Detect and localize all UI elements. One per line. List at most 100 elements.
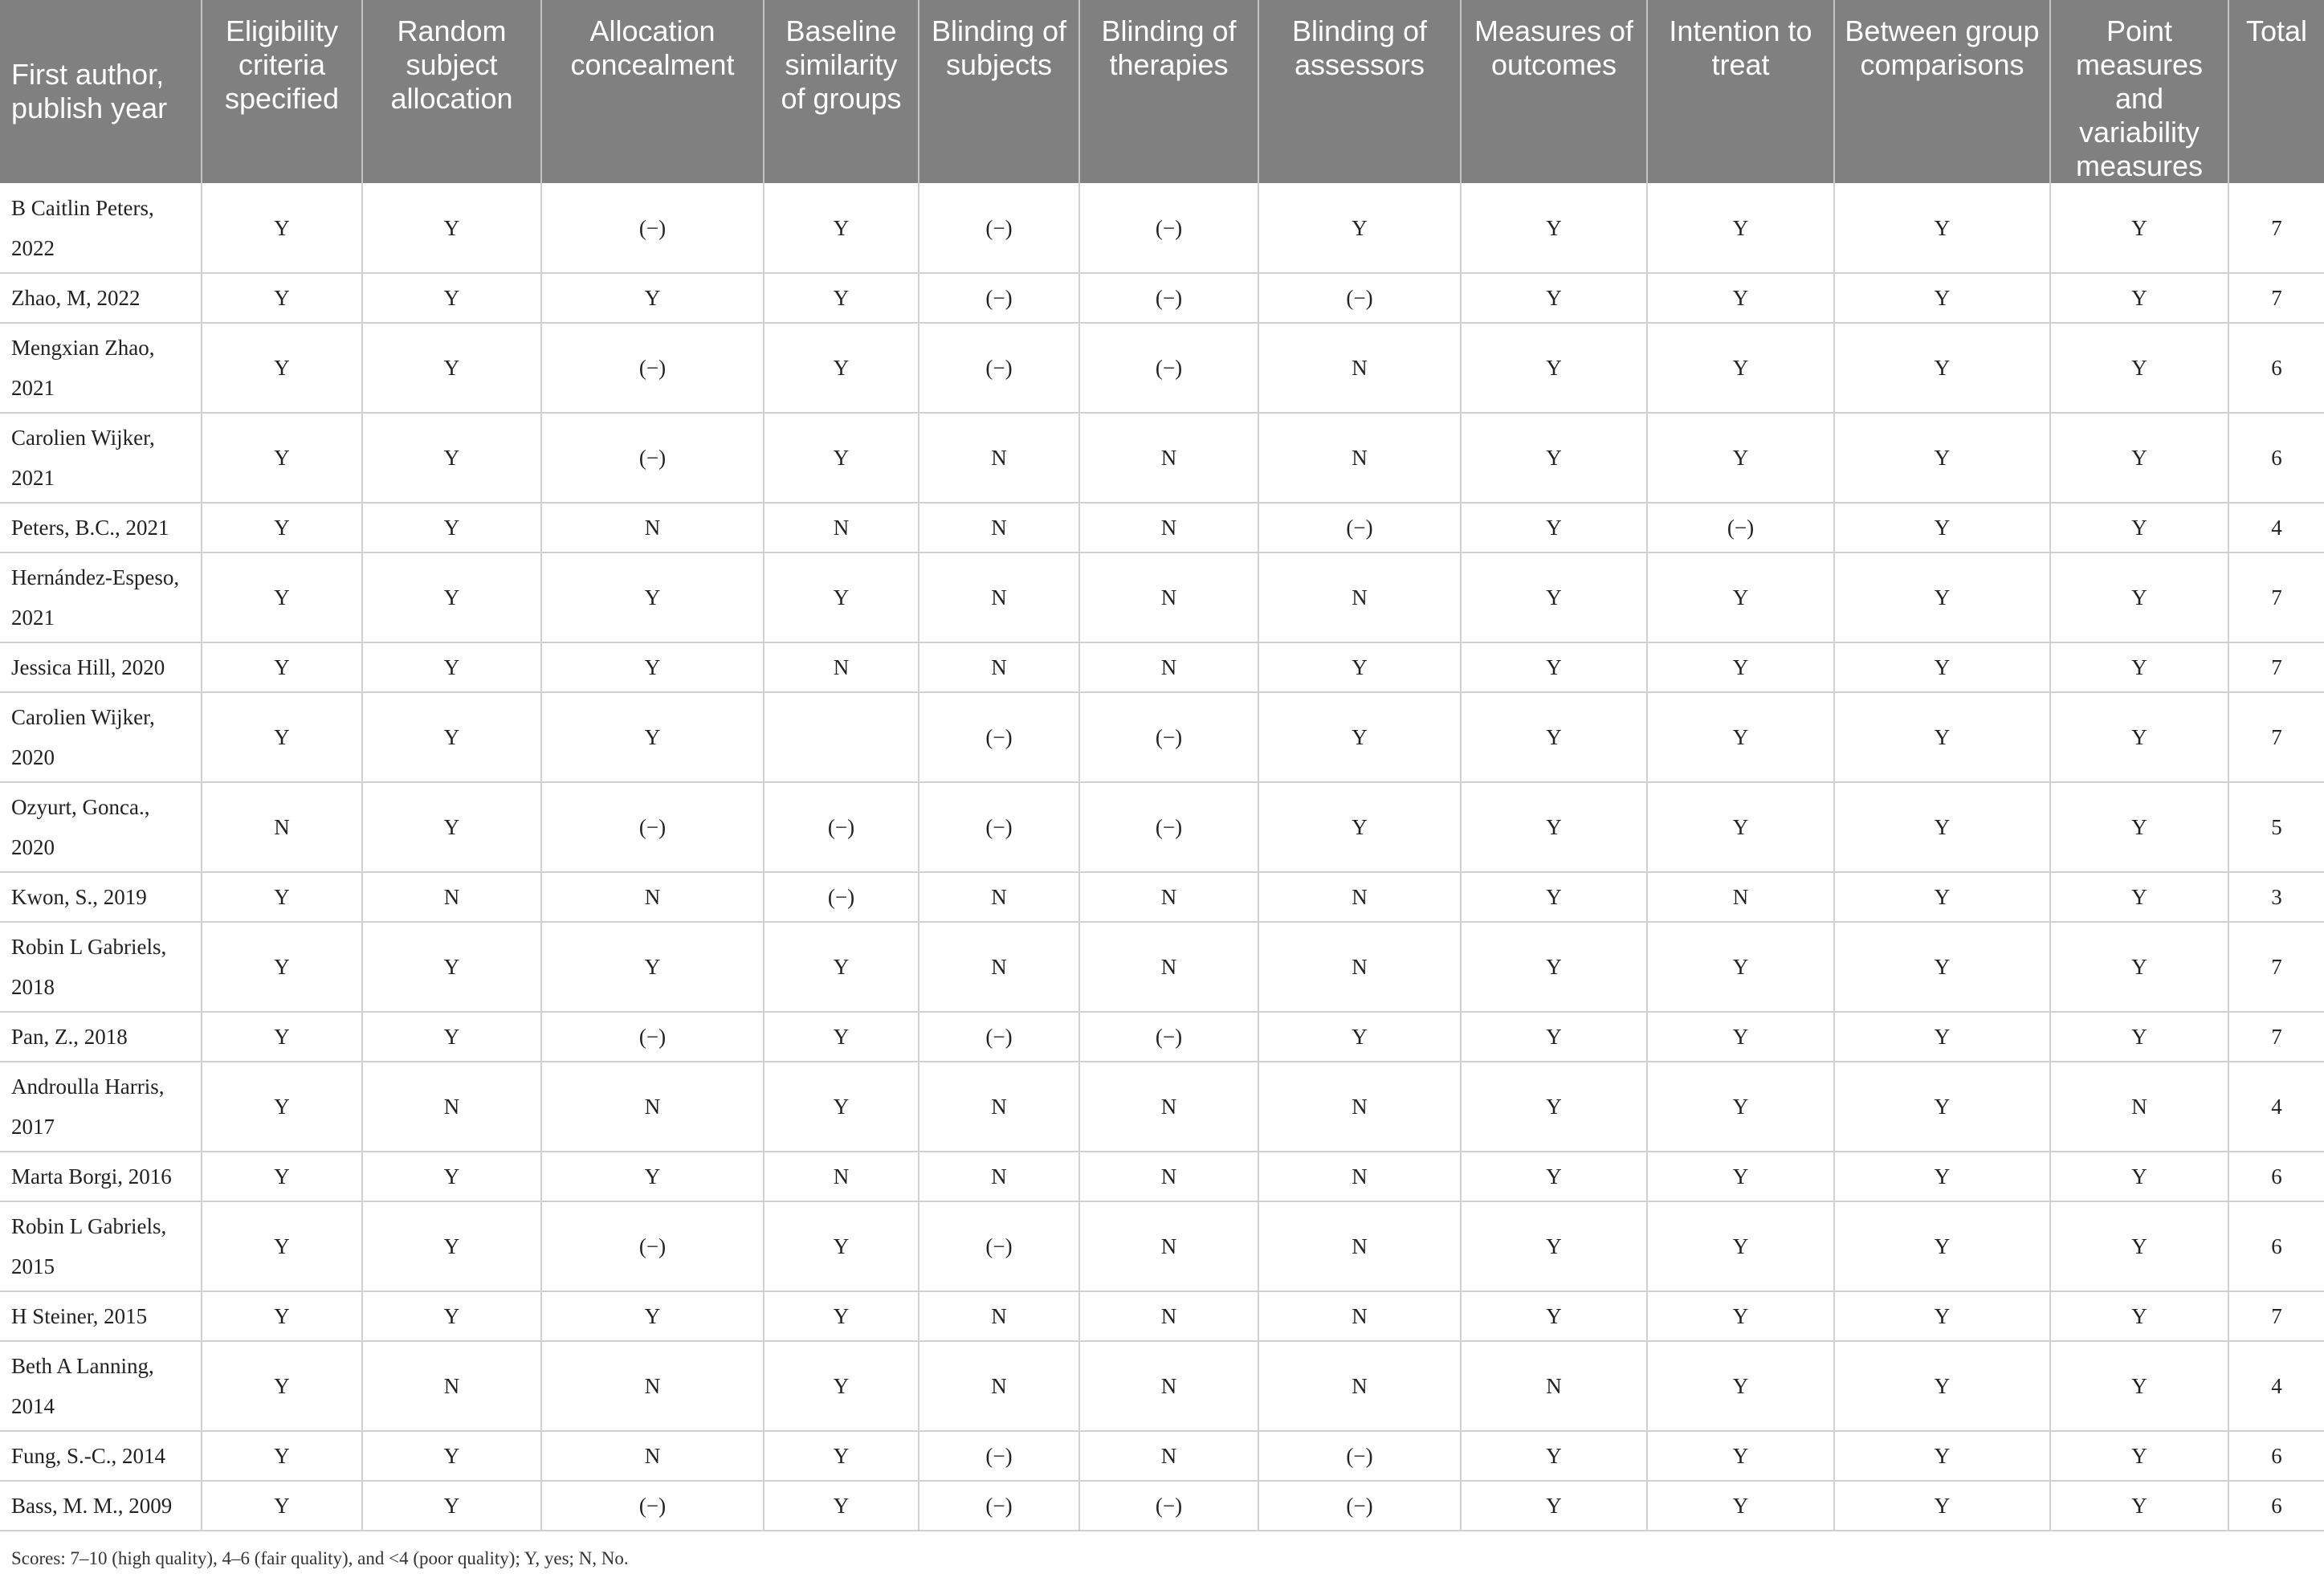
- cell-baseline-similarity: N: [764, 503, 919, 553]
- cell-baseline-similarity: (−): [764, 782, 919, 873]
- cell-total: 7: [2228, 183, 2324, 274]
- cell-blinding-subjects: (−): [919, 1431, 1080, 1482]
- cell-first-author: Ozyurt, Gonca., 2020: [0, 782, 202, 873]
- cell-baseline-similarity: Y: [764, 1431, 919, 1482]
- cell-eligibility-criteria: Y: [202, 1291, 363, 1342]
- cell-between-group: Y: [1834, 1062, 2051, 1152]
- cell-between-group: Y: [1834, 1481, 2051, 1531]
- cell-first-author: H Steiner, 2015: [0, 1291, 202, 1342]
- cell-random-allocation: Y: [362, 692, 542, 783]
- cell-measures-outcomes: Y: [1461, 183, 1648, 274]
- table-row: Kwon, S., 2019 Y N N (−) N N N Y N Y Y 3: [0, 872, 2324, 923]
- quality-assessment-table: First author, publish year Eligibility c…: [0, 0, 2324, 1531]
- cell-point-measures: Y: [2050, 1291, 2229, 1342]
- cell-baseline-similarity: Y: [764, 922, 919, 1013]
- header-eligibility-criteria: Eligibility criteria specified: [202, 0, 363, 183]
- cell-random-allocation: Y: [362, 323, 542, 414]
- cell-measures-outcomes: Y: [1461, 413, 1648, 504]
- cell-first-author: Zhao, M, 2022: [0, 273, 202, 324]
- table-row: Zhao, M, 2022 Y Y Y Y (−) (−) (−) Y Y Y Y 7: [0, 273, 2324, 324]
- cell-total: 3: [2228, 872, 2324, 923]
- cell-allocation-concealment: N: [541, 872, 764, 923]
- cell-intention-to-treat: Y: [1647, 1012, 1835, 1062]
- cell-blinding-subjects: (−): [919, 273, 1080, 324]
- cell-point-measures: Y: [2050, 273, 2229, 324]
- cell-blinding-assessors: (−): [1258, 1481, 1462, 1531]
- cell-total: 4: [2228, 1062, 2324, 1152]
- cell-random-allocation: Y: [362, 1431, 542, 1482]
- cell-blinding-assessors: Y: [1258, 1012, 1462, 1062]
- cell-blinding-subjects: (−): [919, 1481, 1080, 1531]
- cell-allocation-concealment: N: [541, 1431, 764, 1482]
- cell-eligibility-criteria: Y: [202, 1152, 363, 1202]
- cell-between-group: Y: [1834, 1012, 2051, 1062]
- cell-blinding-subjects: N: [919, 1152, 1080, 1202]
- cell-eligibility-criteria: Y: [202, 872, 363, 923]
- cell-between-group: Y: [1834, 552, 2051, 643]
- header-blinding-therapies: Blinding of therapies: [1079, 0, 1259, 183]
- cell-blinding-subjects: N: [919, 552, 1080, 643]
- cell-between-group: Y: [1834, 413, 2051, 504]
- header-between-group: Between group comparisons: [1834, 0, 2051, 183]
- cell-eligibility-criteria: Y: [202, 1431, 363, 1482]
- cell-allocation-concealment: N: [541, 1341, 764, 1432]
- cell-blinding-assessors: N: [1258, 1152, 1462, 1202]
- cell-intention-to-treat: Y: [1647, 323, 1835, 414]
- cell-blinding-assessors: (−): [1258, 503, 1462, 553]
- cell-blinding-subjects: (−): [919, 782, 1080, 873]
- cell-intention-to-treat: Y: [1647, 1201, 1835, 1292]
- cell-allocation-concealment: (−): [541, 1012, 764, 1062]
- cell-measures-outcomes: Y: [1461, 273, 1648, 324]
- cell-blinding-therapies: N: [1079, 1341, 1259, 1432]
- cell-between-group: Y: [1834, 872, 2051, 923]
- cell-point-measures: Y: [2050, 503, 2229, 553]
- cell-blinding-therapies: N: [1079, 642, 1259, 693]
- cell-random-allocation: Y: [362, 1481, 542, 1531]
- cell-first-author: Kwon, S., 2019: [0, 872, 202, 923]
- cell-allocation-concealment: N: [541, 503, 764, 553]
- cell-baseline-similarity: (−): [764, 872, 919, 923]
- table-row: Marta Borgi, 2016 Y Y Y N N N N Y Y Y Y 6: [0, 1152, 2324, 1202]
- cell-total: 4: [2228, 1341, 2324, 1432]
- cell-intention-to-treat: Y: [1647, 273, 1835, 324]
- cell-allocation-concealment: (−): [541, 1201, 764, 1292]
- cell-first-author: Beth A Lanning, 2014: [0, 1341, 202, 1432]
- cell-blinding-subjects: (−): [919, 1201, 1080, 1292]
- cell-random-allocation: Y: [362, 642, 542, 693]
- table-row: Bass, M. M., 2009 Y Y (−) Y (−) (−) (−) Y Y Y Y 6: [0, 1481, 2324, 1531]
- cell-eligibility-criteria: Y: [202, 273, 363, 324]
- cell-measures-outcomes: Y: [1461, 1012, 1648, 1062]
- cell-blinding-assessors: N: [1258, 872, 1462, 923]
- cell-first-author: Marta Borgi, 2016: [0, 1152, 202, 1202]
- cell-first-author: Peters, B.C., 2021: [0, 503, 202, 553]
- cell-allocation-concealment: Y: [541, 922, 764, 1013]
- cell-baseline-similarity: Y: [764, 1201, 919, 1292]
- cell-blinding-assessors: N: [1258, 1291, 1462, 1342]
- cell-blinding-subjects: N: [919, 503, 1080, 553]
- cell-blinding-therapies: N: [1079, 1431, 1259, 1482]
- cell-eligibility-criteria: Y: [202, 1012, 363, 1062]
- cell-measures-outcomes: Y: [1461, 1152, 1648, 1202]
- cell-blinding-subjects: N: [919, 922, 1080, 1013]
- cell-measures-outcomes: Y: [1461, 922, 1648, 1013]
- cell-total: 6: [2228, 1481, 2324, 1531]
- cell-between-group: Y: [1834, 1152, 2051, 1202]
- cell-first-author: Mengxian Zhao, 2021: [0, 323, 202, 414]
- cell-blinding-therapies: N: [1079, 1291, 1259, 1342]
- cell-blinding-subjects: N: [919, 1341, 1080, 1432]
- table-header: First author, publish year Eligibility c…: [0, 0, 2324, 183]
- cell-blinding-assessors: N: [1258, 922, 1462, 1013]
- cell-intention-to-treat: N: [1647, 872, 1835, 923]
- cell-total: 7: [2228, 273, 2324, 324]
- cell-intention-to-treat: Y: [1647, 1481, 1835, 1531]
- cell-point-measures: Y: [2050, 1012, 2229, 1062]
- cell-baseline-similarity: Y: [764, 1012, 919, 1062]
- cell-allocation-concealment: (−): [541, 323, 764, 414]
- cell-point-measures: Y: [2050, 1341, 2229, 1432]
- cell-between-group: Y: [1834, 782, 2051, 873]
- cell-total: 6: [2228, 1201, 2324, 1292]
- cell-measures-outcomes: Y: [1461, 1201, 1648, 1292]
- cell-random-allocation: Y: [362, 273, 542, 324]
- cell-blinding-assessors: N: [1258, 552, 1462, 643]
- cell-between-group: Y: [1834, 1291, 2051, 1342]
